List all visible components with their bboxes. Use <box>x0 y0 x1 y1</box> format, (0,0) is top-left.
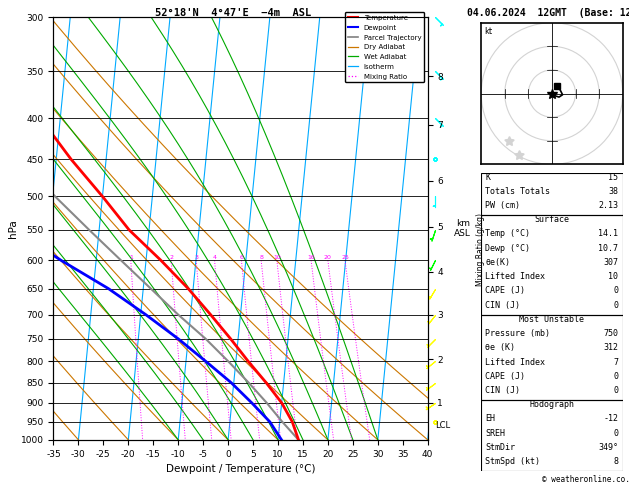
Text: 312: 312 <box>603 343 618 352</box>
Bar <box>481 315 623 400</box>
Text: 25: 25 <box>341 256 349 260</box>
Y-axis label: km
ASL: km ASL <box>454 219 471 238</box>
Text: 15: 15 <box>608 173 618 182</box>
Text: 04.06.2024  12GMT  (Base: 12): 04.06.2024 12GMT (Base: 12) <box>467 8 629 18</box>
Text: K: K <box>486 173 491 182</box>
Text: kt: kt <box>484 27 492 36</box>
Text: θe(K): θe(K) <box>486 258 510 267</box>
Text: Mixing Ratio (g/kg): Mixing Ratio (g/kg) <box>476 213 484 286</box>
Text: CIN (J): CIN (J) <box>486 301 520 310</box>
Text: Temp (°C): Temp (°C) <box>486 229 530 239</box>
Legend: Temperature, Dewpoint, Parcel Trajectory, Dry Adiabat, Wet Adiabat, Isotherm, Mi: Temperature, Dewpoint, Parcel Trajectory… <box>345 12 424 82</box>
Text: StmDir: StmDir <box>486 443 515 452</box>
Text: 1: 1 <box>129 256 133 260</box>
Text: 4: 4 <box>213 256 216 260</box>
Bar <box>481 400 623 471</box>
Bar <box>481 173 623 215</box>
Text: Lifted Index: Lifted Index <box>486 358 545 366</box>
Text: 8: 8 <box>613 457 618 466</box>
Text: 2: 2 <box>169 256 173 260</box>
Text: 10: 10 <box>273 256 281 260</box>
Text: LCL: LCL <box>435 421 450 430</box>
Text: Pressure (mb): Pressure (mb) <box>486 329 550 338</box>
Text: SREH: SREH <box>486 429 506 438</box>
Text: 307: 307 <box>603 258 618 267</box>
Text: 16: 16 <box>307 256 315 260</box>
Text: 38: 38 <box>608 187 618 196</box>
Text: 8: 8 <box>259 256 263 260</box>
Text: Totals Totals: Totals Totals <box>486 187 550 196</box>
Text: © weatheronline.co.uk: © weatheronline.co.uk <box>542 474 629 484</box>
Text: 0: 0 <box>613 429 618 438</box>
Text: StmSpd (kt): StmSpd (kt) <box>486 457 540 466</box>
Text: 0: 0 <box>613 286 618 295</box>
Text: 7: 7 <box>613 358 618 366</box>
Text: Surface: Surface <box>535 215 569 224</box>
Text: EH: EH <box>486 415 496 423</box>
Text: 3: 3 <box>194 256 198 260</box>
Text: 6: 6 <box>240 256 243 260</box>
Text: 750: 750 <box>603 329 618 338</box>
Text: 52°18'N  4°47'E  −4m  ASL: 52°18'N 4°47'E −4m ASL <box>155 8 311 18</box>
Text: CIN (J): CIN (J) <box>486 386 520 395</box>
Text: 349°: 349° <box>598 443 618 452</box>
Text: 10.7: 10.7 <box>598 243 618 253</box>
Text: 20: 20 <box>324 256 332 260</box>
Text: -12: -12 <box>603 415 618 423</box>
Text: 2.13: 2.13 <box>598 201 618 210</box>
Text: PW (cm): PW (cm) <box>486 201 520 210</box>
Bar <box>481 215 623 315</box>
Text: 0: 0 <box>613 372 618 381</box>
Text: Dewp (°C): Dewp (°C) <box>486 243 530 253</box>
Text: Hodograph: Hodograph <box>530 400 574 409</box>
Text: Lifted Index: Lifted Index <box>486 272 545 281</box>
Y-axis label: hPa: hPa <box>8 219 18 238</box>
Text: θe (K): θe (K) <box>486 343 515 352</box>
Text: 14.1: 14.1 <box>598 229 618 239</box>
Text: 10: 10 <box>608 272 618 281</box>
Text: Most Unstable: Most Unstable <box>520 315 584 324</box>
Text: 0: 0 <box>613 301 618 310</box>
Text: CAPE (J): CAPE (J) <box>486 372 525 381</box>
Text: 0: 0 <box>613 386 618 395</box>
Text: CAPE (J): CAPE (J) <box>486 286 525 295</box>
X-axis label: Dewpoint / Temperature (°C): Dewpoint / Temperature (°C) <box>166 464 315 474</box>
